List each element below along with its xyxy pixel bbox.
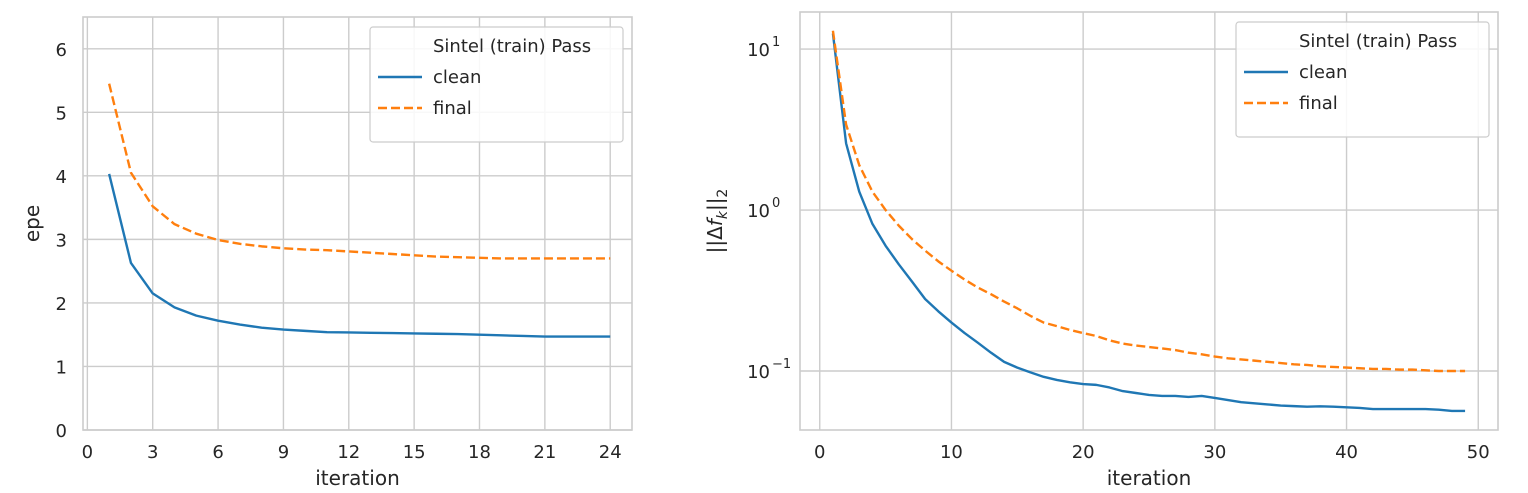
chart-epe-vs-iteration: 0 3 6 9 12 15 18 21 240123456iterationepeSintel … [20, 16, 633, 490]
legend-box [369, 26, 624, 143]
y-axis-label: ||Δfk||2 [703, 189, 731, 254]
x-axis-label: iteration [315, 466, 400, 490]
legend-box [1235, 21, 1490, 138]
y-tick-label: 5 [56, 103, 67, 124]
x-tick-label: 20 [1072, 442, 1095, 463]
legend-title: Sintel (train) Pass [1299, 31, 1457, 52]
y-tick-label: 6 [56, 40, 67, 61]
y-label-part: k [715, 210, 731, 219]
y-tick-label: 10 1 [747, 35, 780, 61]
x-axis-label: iteration [1107, 466, 1192, 490]
y-tick-base: 10 [747, 201, 770, 222]
x-tick-label: 24 [599, 442, 622, 463]
x-tick-label: 30 [1203, 442, 1226, 463]
plot-frame [799, 11, 1499, 431]
x-tick-label: 15 [403, 442, 426, 463]
y-label-part: || [703, 198, 727, 211]
x-tick-label: 9 [278, 442, 289, 463]
x-tick-label: 12 [337, 442, 360, 463]
x-tick-label: 40 [1335, 442, 1358, 463]
x-tick-label: 10 [940, 442, 963, 463]
y-tick-exponent: 0 [772, 196, 780, 211]
y-label-part: 2 [715, 189, 731, 198]
y-tick-exponent: −1 [772, 357, 791, 372]
legend-label-clean: clean [1299, 62, 1347, 83]
y-tick-label: 4 [56, 167, 67, 188]
series-line-final [107, 83, 611, 260]
y-tick-label: 1 [56, 357, 67, 378]
series-line-clean [107, 173, 611, 338]
legend-title: Sintel (train) Pass [433, 36, 591, 57]
y-tick-label: 10 −1 [747, 357, 791, 383]
x-tick-label: 50 [1467, 442, 1490, 463]
legend-label-clean: clean [433, 67, 481, 88]
x-tick-label: 18 [468, 442, 491, 463]
y-label-part: ||Δ [703, 226, 727, 253]
y-tick-exponent: 1 [772, 35, 780, 50]
series-line-final [831, 30, 1466, 373]
y-axis-label: epe [20, 205, 44, 242]
y-tick-label: 3 [56, 230, 67, 251]
x-tick-label: 0 [814, 442, 825, 463]
legend-label-final: final [433, 98, 472, 119]
y-tick-label: 10 0 [747, 196, 780, 222]
y-tick-label: 0 [56, 421, 67, 442]
y-tick-base: 10 [747, 362, 770, 383]
y-label-part: f [703, 216, 727, 226]
x-tick-label: 6 [212, 442, 223, 463]
x-tick-label: 21 [533, 442, 556, 463]
x-tick-label: 3 [147, 442, 158, 463]
series-line-clean [831, 33, 1466, 413]
legend-label-final: final [1299, 93, 1338, 114]
y-tick-base: 10 [747, 40, 770, 61]
x-tick-label: 0 [82, 442, 93, 463]
y-tick-label: 2 [56, 294, 67, 315]
plot-frame [82, 16, 633, 431]
